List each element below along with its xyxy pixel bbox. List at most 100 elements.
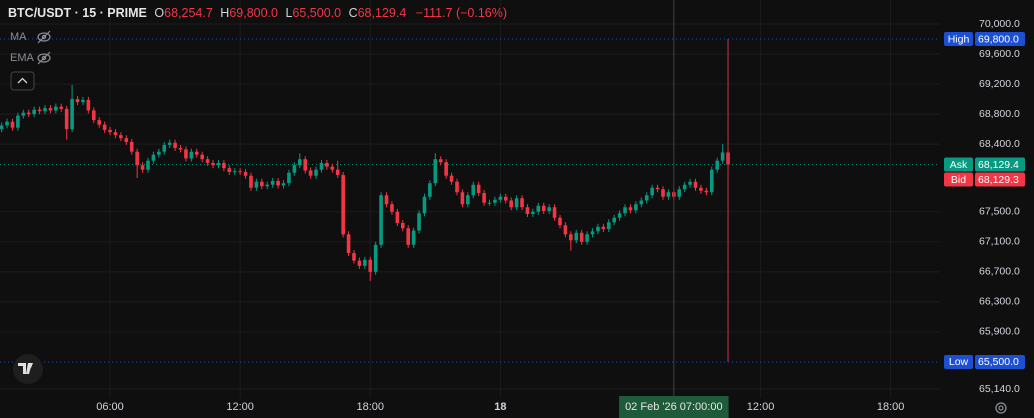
x-tick-label: 18 xyxy=(494,401,506,413)
candle-body xyxy=(612,217,616,223)
candle-body xyxy=(292,165,297,173)
candle-body xyxy=(617,213,622,218)
ohlc-value: 68,129.4 xyxy=(358,6,407,20)
badge-name-bg xyxy=(944,172,973,187)
x-tick-label: 06:00 xyxy=(96,401,124,413)
candle-body xyxy=(709,169,714,193)
candle-body xyxy=(70,99,74,130)
change: −111.7 (−0.16%) xyxy=(416,6,507,20)
candle-body xyxy=(335,169,340,175)
candle-body xyxy=(715,160,719,170)
candle-body xyxy=(547,207,551,212)
candle-body xyxy=(346,234,351,254)
candle-body xyxy=(135,151,139,166)
candle-body xyxy=(699,187,703,191)
candle-body xyxy=(433,159,438,184)
candle-body xyxy=(178,147,183,150)
candle-body xyxy=(86,99,91,111)
badge-value-bg xyxy=(975,172,1025,187)
ohlc-value: 65,500.0 xyxy=(292,6,341,20)
candle-body xyxy=(48,108,53,111)
candle-body xyxy=(574,232,579,241)
y-tick-label: 68,800.0 xyxy=(979,108,1020,120)
ohlc-label: H xyxy=(220,6,229,20)
y-tick-label: 66,700.0 xyxy=(979,266,1020,278)
indicator-label[interactable]: MA xyxy=(10,31,27,43)
candle-body xyxy=(330,166,335,170)
candle-body xyxy=(26,112,31,115)
candle-body xyxy=(91,110,96,121)
candle-body xyxy=(460,192,465,205)
legend-header: BTC/USDT · 15 · PRIME O68,254.7 H69,800.… xyxy=(8,6,507,20)
collapse-button[interactable] xyxy=(10,71,35,91)
candle-body xyxy=(211,162,215,166)
candle-body xyxy=(314,169,318,176)
candle-body xyxy=(677,189,682,197)
candle-body xyxy=(21,112,26,116)
candle-body xyxy=(466,195,470,205)
candle-body xyxy=(438,159,443,163)
candle-body xyxy=(417,213,421,231)
candle-body xyxy=(113,132,118,136)
plot xyxy=(0,39,730,362)
candle-body xyxy=(585,234,589,242)
indicator-label[interactable]: EMA xyxy=(10,52,35,64)
y-tick-label: 66,300.0 xyxy=(979,296,1020,308)
candle-body xyxy=(411,230,416,245)
candle-body xyxy=(319,162,324,170)
eye-off-icon[interactable] xyxy=(37,30,51,44)
settings-icon[interactable] xyxy=(995,402,1007,414)
badge-name: Ask xyxy=(950,159,968,171)
candle-body xyxy=(531,211,535,215)
candle-body xyxy=(151,154,156,161)
candle-body xyxy=(205,159,210,163)
candle-body xyxy=(238,171,242,173)
logo[interactable] xyxy=(13,354,43,384)
candle-body xyxy=(373,244,378,272)
candle-body xyxy=(16,115,20,128)
badge-name: High xyxy=(948,33,970,45)
candle-body xyxy=(482,192,486,203)
candle-body xyxy=(520,198,524,208)
candle-body xyxy=(97,120,102,125)
eye-off-icon[interactable] xyxy=(37,51,51,65)
candle-body xyxy=(379,195,383,245)
overlay: 70,000.0 69,600.0 69,200.0 68,800.0 68,400.0… xyxy=(96,0,1025,418)
candle-body xyxy=(552,207,557,218)
candle-body xyxy=(596,226,600,232)
candle-body xyxy=(37,109,42,112)
candle-body xyxy=(601,226,606,230)
candle-body xyxy=(297,159,302,166)
candle-body xyxy=(449,175,454,182)
candle-body xyxy=(471,184,476,196)
candle-body xyxy=(688,181,692,185)
candle-body xyxy=(563,225,568,235)
candle-body xyxy=(509,200,513,208)
candle-body xyxy=(308,170,313,176)
badge-value: 68,129.4 xyxy=(978,159,1019,171)
candle-body xyxy=(541,205,546,212)
badge-value-bg xyxy=(975,354,1025,369)
candle-body xyxy=(200,154,205,160)
candle-body xyxy=(704,190,709,193)
y-tick-label: 67,500.0 xyxy=(979,206,1020,218)
candle-body xyxy=(184,149,188,159)
candle-body xyxy=(75,99,80,103)
badge-name: Bid xyxy=(951,174,966,186)
candle-body xyxy=(514,198,519,208)
x-tick-label: 12:00 xyxy=(747,401,775,413)
candle-body xyxy=(227,168,232,172)
candle-body xyxy=(10,121,15,128)
badge-name-bg xyxy=(944,354,973,369)
candle-body xyxy=(254,181,259,188)
candle-body xyxy=(270,180,275,185)
candle-body xyxy=(303,159,308,171)
candle-body xyxy=(666,192,671,197)
candle-body xyxy=(129,141,134,152)
candle-body xyxy=(32,109,36,115)
candle-body xyxy=(444,162,448,176)
candle-body xyxy=(173,142,177,148)
candle-body xyxy=(395,211,400,224)
candle-body xyxy=(368,259,373,272)
